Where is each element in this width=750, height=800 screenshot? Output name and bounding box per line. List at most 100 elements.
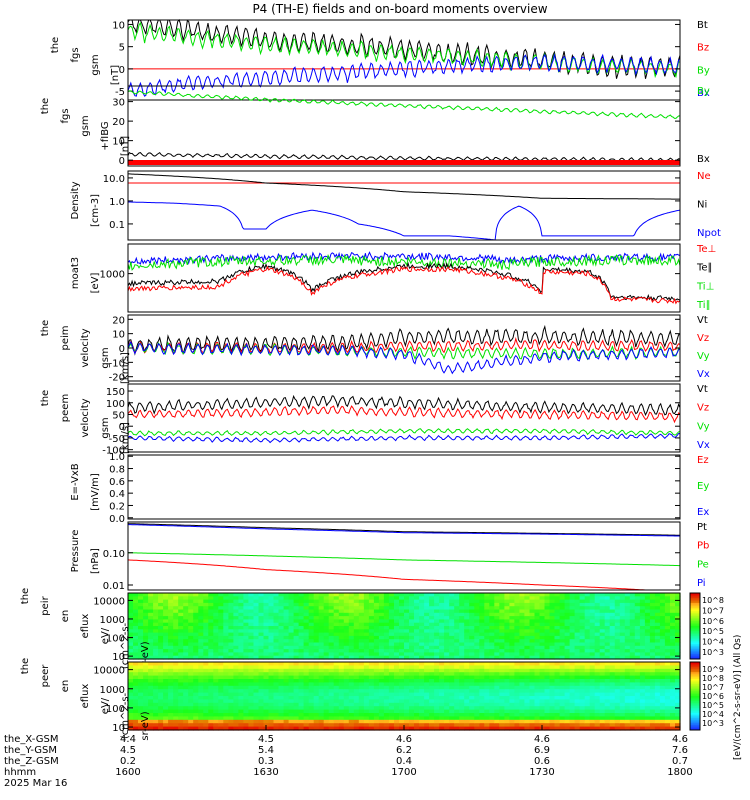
heatmap-cell <box>424 685 430 690</box>
heatmap-cell <box>564 679 571 683</box>
heatmap-cell <box>554 635 561 640</box>
heatmap-cell <box>539 622 546 627</box>
heatmap-cell <box>378 616 385 620</box>
heatmap-cell <box>228 726 234 731</box>
heatmap-cell <box>143 606 149 611</box>
heatmap-cell <box>529 596 536 601</box>
heatmap-cell <box>318 665 325 670</box>
heatmap-cell <box>308 702 315 707</box>
heatmap-cell <box>434 626 440 630</box>
heatmap-cell <box>233 726 239 731</box>
heatmap-cell <box>599 672 606 677</box>
heatmap-cell <box>293 672 300 677</box>
heatmap-cell <box>173 675 179 680</box>
heatmap-cell <box>348 672 355 677</box>
heatmap-cell <box>203 639 209 644</box>
heatmap-cell <box>654 685 661 690</box>
xrow-value: 1730 <box>529 767 554 778</box>
heatmap-cell <box>619 619 626 624</box>
heatmap-cell <box>509 719 515 724</box>
heatmap-cell <box>649 655 656 660</box>
heatmap-cell <box>233 655 239 660</box>
heatmap-cell <box>348 689 355 694</box>
heatmap-cell <box>223 689 229 694</box>
heatmap-cell <box>654 723 661 728</box>
heatmap-cell <box>388 696 395 700</box>
heatmap-cell <box>574 723 581 728</box>
heatmap-cell <box>283 606 290 611</box>
heatmap-cell <box>644 706 651 711</box>
heatmap-cell <box>624 692 631 697</box>
heatmap-cell <box>278 702 285 707</box>
heatmap-cell <box>609 675 616 680</box>
heatmap-cell <box>654 719 661 724</box>
heatmap-cell <box>484 612 490 617</box>
heatmap-cell <box>524 702 530 707</box>
heatmap-cell <box>248 682 254 687</box>
heatmap-cell <box>133 702 139 707</box>
heatmap-cell <box>414 716 420 721</box>
heatmap-cell <box>133 629 139 634</box>
heatmap-cell <box>318 602 325 607</box>
heatmap-cell <box>489 626 495 630</box>
heatmap-cell <box>594 632 601 637</box>
heatmap-cell <box>378 702 385 707</box>
heatmap-cell <box>554 602 561 607</box>
heatmap-cell <box>434 702 440 707</box>
heatmap-cell <box>378 675 385 680</box>
heatmap-cell <box>233 599 239 604</box>
heatmap-cell <box>238 699 244 704</box>
heatmap-cell <box>564 642 571 647</box>
heatmap-cell <box>529 692 536 697</box>
xrow-value: 6.9 <box>534 745 550 756</box>
heatmap-cell <box>594 602 601 607</box>
heatmap-cell <box>609 726 616 731</box>
heatmap-cell <box>439 616 445 620</box>
heatmap-cell <box>529 629 536 634</box>
heatmap-cell <box>604 675 611 680</box>
ylabel-line: eV/ <box>100 627 111 644</box>
heatmap-cell <box>409 682 415 687</box>
heatmap-cell <box>459 612 465 617</box>
heatmap-cell <box>183 689 189 694</box>
heatmap-cell <box>213 709 219 714</box>
heatmap-cell <box>429 685 435 690</box>
heatmap-cell <box>514 685 520 690</box>
heatmap-cell <box>343 612 350 617</box>
heatmap-cell <box>148 713 154 717</box>
heatmap-cell <box>268 655 275 660</box>
heatmap-cell <box>333 682 340 687</box>
heatmap-cell <box>133 593 139 597</box>
heatmap-cell <box>233 682 239 687</box>
heatmap-cell <box>138 629 144 634</box>
heatmap-cell <box>659 635 666 640</box>
heatmap-cell <box>278 726 285 731</box>
heatmap-cell <box>529 706 536 711</box>
heatmap-cell <box>434 692 440 697</box>
heatmap-cell <box>499 672 505 677</box>
heatmap-cell <box>399 606 405 611</box>
ytick-label: -5 <box>115 87 125 98</box>
heatmap-cell <box>639 662 646 666</box>
heatmap-cell <box>173 649 179 653</box>
heatmap-cell <box>293 626 300 630</box>
heatmap-cell <box>634 668 641 673</box>
heatmap-cell <box>459 709 465 714</box>
heatmap-cell <box>664 713 671 717</box>
heatmap-cell <box>499 726 505 731</box>
heatmap-cell <box>243 655 249 660</box>
heatmap-cell <box>253 626 260 630</box>
heatmap-cell <box>664 652 671 657</box>
heatmap-cell <box>429 632 435 637</box>
heatmap-cell <box>243 609 249 614</box>
heatmap-cell <box>178 665 184 670</box>
heatmap-cell <box>564 675 571 680</box>
heatmap-cell <box>348 706 355 711</box>
heatmap-cell <box>659 679 666 683</box>
heatmap-cell <box>188 706 194 711</box>
heatmap-cell <box>659 616 666 620</box>
heatmap-cell <box>599 599 606 604</box>
heatmap-cell <box>664 719 671 724</box>
heatmap-cell <box>399 706 405 711</box>
heatmap-cell <box>148 716 154 721</box>
